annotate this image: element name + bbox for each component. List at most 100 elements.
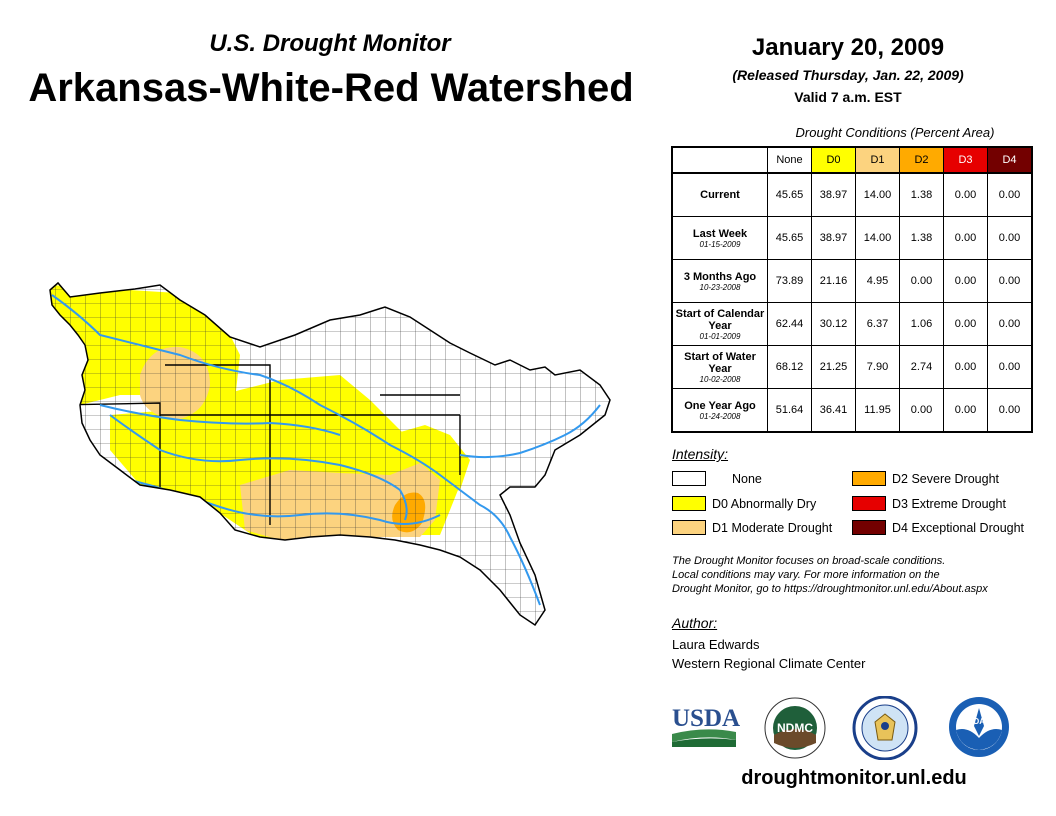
col-d4: D4 [987, 146, 1033, 174]
table-cell: 73.89 [767, 259, 812, 303]
table-row: Start of Water Year 10-02-2008 68.12 21.25 7… [671, 345, 1033, 389]
table-cell: 0.00 [987, 172, 1033, 217]
legend-swatch [672, 496, 706, 511]
website-url[interactable]: droughtmonitor.unl.edu [741, 767, 967, 789]
river-white [459, 404, 601, 459]
author-heading: Author: [672, 615, 718, 631]
legend-label: D4 Exceptional Drought [892, 520, 1025, 535]
legend-swatch [672, 471, 706, 486]
row-label: Current [671, 172, 768, 217]
table-cell: 11.95 [855, 388, 900, 433]
table-cell: 0.00 [899, 388, 944, 433]
table-cell: 0.00 [943, 388, 988, 433]
table-caption: Drought Conditions (Percent Area) [795, 125, 995, 140]
table-cell: 1.06 [899, 302, 944, 346]
row-label: Start of Water Year 10-02-2008 [671, 345, 768, 389]
legend-item: D2 Severe Drought [852, 471, 999, 486]
table-cell: 7.90 [855, 345, 900, 389]
author-organization: Western Regional Climate Center [672, 656, 866, 671]
watershed-drought-map [49, 281, 611, 627]
legend-label: D0 Abnormally Dry [712, 496, 817, 511]
col-d2: D2 [899, 146, 944, 174]
table-cell: 21.16 [811, 259, 856, 303]
table-cell: 36.41 [811, 388, 856, 433]
map-subtitle: U.S. Drought Monitor [209, 30, 451, 57]
table-cell: 14.00 [855, 216, 900, 260]
table-cell: 14.00 [855, 172, 900, 217]
watershed-outline [49, 281, 611, 627]
table-cell: 21.25 [811, 345, 856, 389]
table-row: Start of Calendar Year 01-01-2009 62.44 30.… [671, 302, 1033, 346]
table-row: One Year Ago 01-24-2008 51.64 36.41 11.95 0.0… [671, 388, 1033, 433]
disclaimer-note: The Drought Monitor focuses on broad-sca… [672, 555, 988, 595]
legend-swatch [672, 520, 706, 535]
table-cell: 0.00 [987, 259, 1033, 303]
ndmc-logo-text: NDMC [777, 721, 813, 735]
row-label: Last Week 01-15-2009 [671, 216, 768, 260]
table-cell: 0.00 [943, 302, 988, 346]
table-cell: 0.00 [943, 172, 988, 217]
valid-time: Valid 7 a.m. EST [794, 89, 902, 105]
table-cell: 1.38 [899, 172, 944, 217]
table-cell: 38.97 [811, 216, 856, 260]
commerce-seal-logo [852, 696, 918, 760]
col-d1: D1 [855, 146, 900, 174]
row-label: Start of Calendar Year 01-01-2009 [671, 302, 768, 346]
table-row: 3 Months Ago 10-23-2008 73.89 21.16 4.95 0.00… [671, 259, 1033, 303]
table-cell: 0.00 [899, 259, 944, 303]
row-date: 10-23-2008 [699, 282, 741, 292]
map-title: Arkansas-White-Red Watershed [28, 66, 634, 110]
legend-swatch [852, 471, 886, 486]
table-cell: 2.74 [899, 345, 944, 389]
state-boundaries [59, 364, 461, 525]
river-cimarron [99, 404, 341, 436]
author-name: Laura Edwards [672, 637, 760, 652]
drought-areas [50, 283, 610, 625]
table-cell: 0.00 [987, 302, 1033, 346]
col-none: None [767, 146, 812, 174]
legend-label: D1 Moderate Drought [712, 520, 833, 535]
table-cell: 0.00 [987, 388, 1033, 433]
ndmc-logo: NDMC [764, 697, 826, 759]
legend-swatch [852, 496, 886, 511]
legend-title: Intensity: [672, 446, 729, 462]
table-cell: 0.00 [943, 216, 988, 260]
table-cell: 6.37 [855, 302, 900, 346]
legend-label: None [732, 471, 762, 486]
table-cell: 45.65 [767, 172, 812, 217]
table-cell: 4.95 [855, 259, 900, 303]
table-cell: 38.97 [811, 172, 856, 217]
legend-item: D4 Exceptional Drought [852, 520, 1024, 535]
legend-item: D3 Extreme Drought [852, 496, 1006, 511]
usda-logo: USDA [672, 705, 740, 747]
table-row: Current 45.65 38.97 14.00 1.38 0.00 0.00 [671, 172, 1033, 217]
usda-logo-text: USDA [672, 705, 740, 732]
row-date: 10-02-2008 [699, 374, 741, 384]
row-date: 01-01-2009 [699, 331, 741, 341]
table-cell: 51.64 [767, 388, 812, 433]
table-cell: 62.44 [767, 302, 812, 346]
noaa-logo: NOAA [949, 697, 1009, 757]
row-date: 01-15-2009 [699, 239, 741, 249]
release-date: (Released Thursday, Jan. 22, 2009) [732, 67, 964, 83]
table-cell: 0.00 [943, 345, 988, 389]
table-cell: 0.00 [987, 345, 1033, 389]
table-cell: 1.38 [899, 216, 944, 260]
table-cell: 68.12 [767, 345, 812, 389]
table-header-row: None D0 D1 D2 D3 D4 [672, 146, 1033, 174]
legend-label: D2 Severe Drought [892, 471, 1000, 486]
table-cell: 0.00 [987, 216, 1033, 260]
table-row: Last Week 01-15-2009 45.65 38.97 14.00 1.38 0.… [671, 216, 1033, 260]
legend-item: None [672, 471, 762, 486]
table-cell: 0.00 [943, 259, 988, 303]
row-date: 01-24-2008 [699, 411, 741, 421]
row-label: 3 Months Ago 10-23-2008 [671, 259, 768, 303]
table-cell: 30.12 [811, 302, 856, 346]
col-d3: D3 [943, 146, 988, 174]
noaa-logo-text: NOAA [967, 717, 991, 726]
legend-item: D1 Moderate Drought [672, 520, 832, 535]
row-label: One Year Ago 01-24-2008 [671, 388, 768, 433]
legend-label: D3 Extreme Drought [892, 496, 1006, 511]
map-date: January 20, 2009 [751, 34, 945, 61]
river-arkansas [51, 294, 541, 606]
